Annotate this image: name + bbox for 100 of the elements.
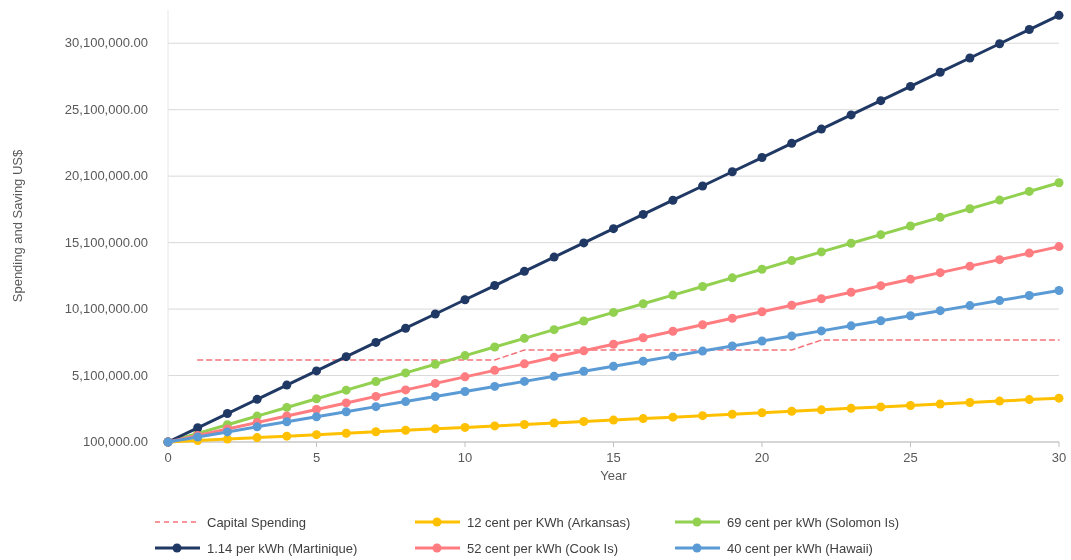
point bbox=[668, 412, 678, 422]
point bbox=[401, 323, 411, 333]
point bbox=[668, 326, 678, 336]
point bbox=[816, 294, 826, 304]
point bbox=[549, 352, 559, 362]
point bbox=[698, 320, 708, 330]
point bbox=[965, 261, 975, 271]
point bbox=[401, 368, 411, 378]
point bbox=[906, 400, 915, 410]
legend-label: 40 cent per kWh (Hawaii) bbox=[727, 541, 873, 556]
point bbox=[371, 402, 381, 412]
point bbox=[460, 295, 470, 305]
y-tick-label: 30,100,000.00 bbox=[64, 35, 148, 51]
x-axis-title: Year bbox=[600, 468, 628, 483]
point bbox=[1024, 291, 1034, 301]
point bbox=[965, 301, 975, 311]
point bbox=[490, 381, 500, 391]
point bbox=[579, 366, 589, 376]
point bbox=[995, 195, 1005, 205]
point bbox=[460, 386, 470, 396]
point bbox=[519, 333, 529, 343]
point bbox=[193, 423, 203, 433]
point bbox=[371, 391, 381, 401]
point bbox=[965, 398, 975, 408]
legend-label: Capital Spending bbox=[207, 515, 307, 530]
point bbox=[816, 405, 826, 415]
point bbox=[579, 316, 589, 326]
point bbox=[995, 296, 1005, 306]
point bbox=[312, 430, 321, 440]
point bbox=[787, 300, 797, 310]
point bbox=[222, 409, 232, 419]
point bbox=[995, 396, 1005, 406]
point bbox=[1024, 25, 1034, 35]
point bbox=[579, 417, 589, 427]
point bbox=[430, 392, 440, 402]
point bbox=[846, 287, 856, 297]
point bbox=[727, 341, 737, 351]
point bbox=[371, 337, 381, 347]
point bbox=[549, 325, 559, 335]
point bbox=[638, 414, 648, 424]
point bbox=[1024, 248, 1034, 258]
point bbox=[995, 39, 1005, 49]
point bbox=[1054, 393, 1064, 403]
point bbox=[846, 110, 856, 120]
point bbox=[787, 256, 797, 266]
point bbox=[341, 407, 351, 417]
point bbox=[906, 81, 915, 91]
point bbox=[906, 274, 915, 284]
x-tick-label: 5 bbox=[312, 450, 321, 465]
point bbox=[371, 377, 381, 387]
point bbox=[282, 402, 292, 412]
point bbox=[430, 378, 440, 388]
point bbox=[757, 307, 767, 317]
point bbox=[846, 238, 856, 248]
point bbox=[609, 339, 618, 349]
point bbox=[519, 359, 529, 369]
point bbox=[549, 371, 559, 381]
point bbox=[935, 67, 945, 77]
legend-label: 69 cent per kWh (Solomon Is) bbox=[727, 515, 899, 530]
point bbox=[430, 309, 440, 319]
point bbox=[816, 247, 826, 257]
point bbox=[727, 167, 737, 177]
point bbox=[876, 316, 886, 326]
point bbox=[965, 53, 975, 63]
point bbox=[341, 385, 351, 395]
point bbox=[430, 424, 440, 434]
point bbox=[757, 408, 767, 418]
y-tick-label: 10,100,000.00 bbox=[64, 301, 148, 317]
y-tick-label: 5,100,000.00 bbox=[72, 367, 148, 383]
point bbox=[698, 411, 708, 421]
point bbox=[846, 403, 856, 413]
legend-label: 1.14 per kWh (Martinique) bbox=[207, 541, 358, 556]
point bbox=[668, 195, 678, 205]
point bbox=[252, 422, 262, 432]
point bbox=[519, 266, 529, 276]
point bbox=[876, 230, 886, 240]
point bbox=[727, 313, 737, 323]
point bbox=[312, 404, 321, 414]
point bbox=[876, 96, 886, 106]
point bbox=[668, 351, 678, 361]
point bbox=[906, 221, 915, 231]
point bbox=[935, 268, 945, 278]
x-tick-label: 0 bbox=[164, 450, 172, 465]
point bbox=[519, 376, 529, 386]
point bbox=[876, 281, 886, 291]
point bbox=[609, 224, 618, 234]
point bbox=[430, 359, 440, 369]
point bbox=[638, 356, 648, 366]
point bbox=[846, 321, 856, 331]
point bbox=[935, 212, 945, 222]
point bbox=[579, 238, 589, 248]
point bbox=[490, 421, 500, 431]
point bbox=[1054, 10, 1064, 20]
point bbox=[282, 417, 292, 427]
point bbox=[312, 412, 321, 422]
point bbox=[787, 406, 797, 416]
point bbox=[787, 138, 797, 148]
point bbox=[252, 394, 262, 404]
point bbox=[609, 415, 618, 425]
point bbox=[816, 326, 826, 336]
